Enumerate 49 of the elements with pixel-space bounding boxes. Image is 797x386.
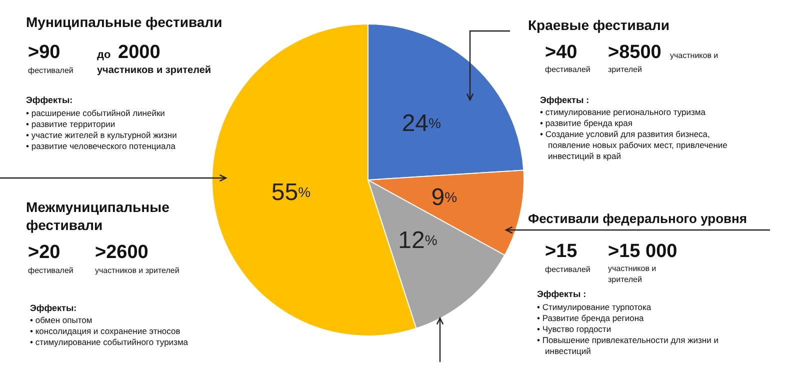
text: участников и зрителей bbox=[97, 65, 212, 76]
text: фестивали bbox=[26, 217, 103, 233]
text: • стимулирование событийного туризма bbox=[30, 337, 188, 347]
text: участников и bbox=[670, 51, 718, 60]
text: • развитие человеческого потенциала bbox=[26, 141, 176, 151]
text: • Создание условий для развития бизнеса, bbox=[540, 129, 710, 139]
text: до bbox=[97, 49, 111, 61]
text: • расширение событийной линейки bbox=[26, 108, 166, 118]
text: >15 bbox=[545, 241, 578, 262]
text: • консолидация и сохранение этносов bbox=[30, 326, 181, 336]
text: >20 bbox=[28, 242, 60, 263]
data-label: 12% bbox=[398, 226, 438, 254]
text: фестивалей bbox=[28, 66, 74, 75]
text: Эффекты : bbox=[540, 95, 590, 105]
text: участников и зрителей bbox=[95, 266, 180, 275]
text: фестивалей bbox=[545, 265, 590, 274]
text: >40 bbox=[545, 42, 578, 63]
text: >2600 bbox=[95, 242, 148, 263]
data-label: 55% bbox=[271, 178, 311, 206]
data-label: 24% bbox=[402, 110, 441, 137]
text: • Чувство гордости bbox=[537, 324, 612, 334]
text: участников и bbox=[608, 264, 656, 273]
text: фестивалей bbox=[28, 266, 74, 275]
text: Межмуниципальные bbox=[26, 199, 170, 215]
text: 2000 bbox=[118, 42, 160, 63]
data-label: 9% bbox=[431, 184, 458, 211]
text: >90 bbox=[28, 42, 60, 63]
text: • Стимулирование турпотока bbox=[537, 302, 652, 312]
text: >15 000 bbox=[608, 241, 678, 262]
text: • стимулирование регионального туризма bbox=[540, 107, 706, 117]
text: • Развитие бренда региона bbox=[537, 313, 644, 323]
text: Краевые фестивали bbox=[528, 17, 670, 33]
text: >8500 bbox=[608, 42, 662, 63]
text: Муниципальные фестивали bbox=[26, 14, 222, 30]
text: появление новых рабочих мест, привлечение bbox=[548, 140, 728, 150]
text: инвестиций bbox=[545, 346, 592, 356]
text: • развитие бренда края bbox=[540, 118, 633, 128]
text: Эффекты: bbox=[30, 303, 77, 313]
text: Фестивали федерального уровня bbox=[528, 211, 747, 226]
text: Эффекты : bbox=[537, 289, 586, 299]
text: • участие жителей в культурной жизни bbox=[26, 130, 178, 140]
text: фестивалей bbox=[545, 65, 590, 74]
text: инвестиций в край bbox=[548, 151, 622, 161]
text: Эффекты: bbox=[26, 95, 73, 105]
text: • развитие территории bbox=[26, 119, 116, 129]
text: зрителей bbox=[608, 65, 642, 74]
text: зрителей bbox=[608, 275, 642, 284]
text: • Повышение привлекательности для жизни и bbox=[537, 335, 719, 345]
text: • обмен опытом bbox=[30, 315, 92, 325]
